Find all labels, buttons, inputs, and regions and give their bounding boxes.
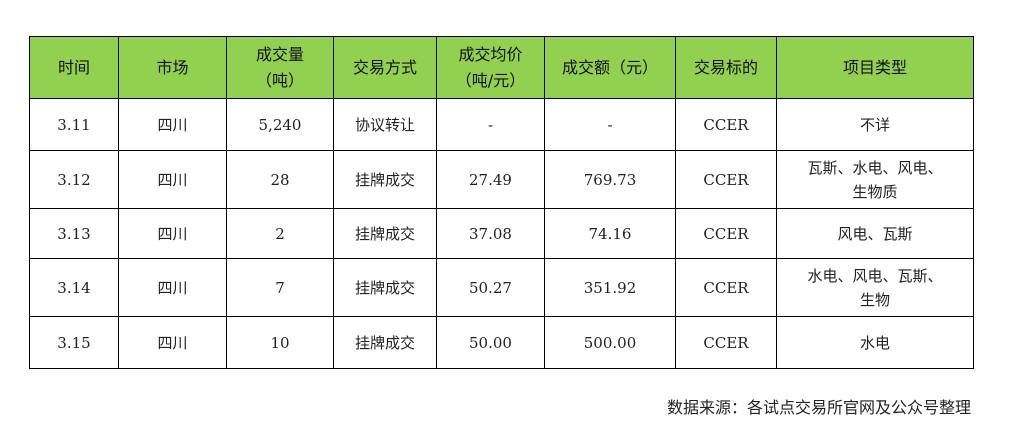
header-volume: 成交量 （吨） bbox=[226, 36, 334, 99]
cell-time: 3.13 bbox=[29, 208, 119, 259]
cell-avg-price: 27.49 bbox=[436, 150, 545, 209]
cell-trade-target: CCER bbox=[675, 150, 777, 209]
cell-project-type: 瓦斯、水电、风电、 生物质 bbox=[776, 150, 974, 209]
header-avg-price: 成交均价 （吨/元） bbox=[436, 36, 545, 99]
cell-trade-target: CCER bbox=[675, 258, 777, 317]
cell-market: 四川 bbox=[118, 98, 227, 151]
table-row: 3.14 四川 7 挂牌成交 50.27 351.92 CCER 水电、风电、瓦斯、 生物 bbox=[29, 258, 974, 317]
cell-market: 四川 bbox=[118, 258, 227, 317]
cell-volume: 10 bbox=[226, 316, 334, 369]
cell-amount: 351.92 bbox=[544, 258, 676, 317]
cell-project-type: 不详 bbox=[776, 98, 974, 151]
cell-project-type: 水电、风电、瓦斯、 生物 bbox=[776, 258, 974, 317]
table-row: 3.11 四川 5,240 协议转让 - - CCER 不详 bbox=[29, 98, 974, 151]
header-trade-method: 交易方式 bbox=[333, 36, 437, 99]
cell-market: 四川 bbox=[118, 316, 227, 369]
cell-time: 3.15 bbox=[29, 316, 119, 369]
cell-volume: 7 bbox=[226, 258, 334, 317]
cell-project-type: 风电、瓦斯 bbox=[776, 208, 974, 259]
cell-amount: 500.00 bbox=[544, 316, 676, 369]
table-row: 3.13 四川 2 挂牌成交 37.08 74.16 CCER 风电、瓦斯 bbox=[29, 208, 974, 259]
table-row: 3.12 四川 28 挂牌成交 27.49 769.73 CCER 瓦斯、水电、风电、 生物质 bbox=[29, 150, 974, 209]
cell-project-type: 水电 bbox=[776, 316, 974, 369]
cell-time: 3.14 bbox=[29, 258, 119, 317]
cell-amount: - bbox=[544, 98, 676, 151]
carbon-trading-table: 时间 市场 成交量 （吨） 交易方式 成交均价 （吨/元） 成交额（元） 交易标的 项目类型 … bbox=[29, 36, 974, 369]
header-row: 时间 市场 成交量 （吨） 交易方式 成交均价 （吨/元） 成交额（元） 交易标的 项目类型 bbox=[29, 36, 974, 99]
cell-volume: 2 bbox=[226, 208, 334, 259]
cell-trade-target: CCER bbox=[675, 98, 777, 151]
cell-trade-method: 挂牌成交 bbox=[333, 258, 437, 317]
cell-avg-price: 50.00 bbox=[436, 316, 545, 369]
header-amount: 成交额（元） bbox=[544, 36, 676, 99]
cell-avg-price: 37.08 bbox=[436, 208, 545, 259]
cell-avg-price: 50.27 bbox=[436, 258, 545, 317]
cell-trade-method: 挂牌成交 bbox=[333, 208, 437, 259]
header-project-type: 项目类型 bbox=[776, 36, 974, 99]
cell-amount: 74.16 bbox=[544, 208, 676, 259]
cell-market: 四川 bbox=[118, 208, 227, 259]
cell-trade-method: 挂牌成交 bbox=[333, 150, 437, 209]
cell-time: 3.11 bbox=[29, 98, 119, 151]
data-source-note: 数据来源：各试点交易所官网及公众号整理 bbox=[666, 398, 971, 417]
cell-trade-target: CCER bbox=[675, 208, 777, 259]
cell-market: 四川 bbox=[118, 150, 227, 209]
cell-trade-target: CCER bbox=[675, 316, 777, 369]
header-trade-target: 交易标的 bbox=[675, 36, 777, 99]
cell-trade-method: 挂牌成交 bbox=[333, 316, 437, 369]
cell-trade-method: 协议转让 bbox=[333, 98, 437, 151]
cell-amount: 769.73 bbox=[544, 150, 676, 209]
cell-time: 3.12 bbox=[29, 150, 119, 209]
cell-volume: 5,240 bbox=[226, 98, 334, 151]
header-time: 时间 bbox=[29, 36, 119, 99]
cell-avg-price: - bbox=[436, 98, 545, 151]
cell-volume: 28 bbox=[226, 150, 334, 209]
table-row: 3.15 四川 10 挂牌成交 50.00 500.00 CCER 水电 bbox=[29, 316, 974, 369]
header-market: 市场 bbox=[118, 36, 227, 99]
